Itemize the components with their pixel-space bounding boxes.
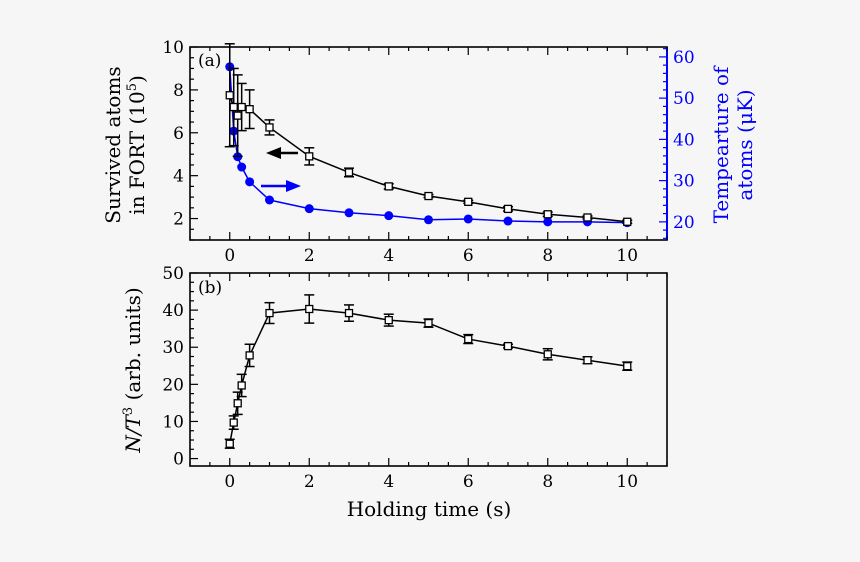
y-tick-label: 10 [162,38,184,58]
data-point [225,439,234,448]
series-line-0 [229,308,628,444]
y-tick-label: 20 [673,213,695,233]
data-point [464,334,473,344]
series-line-0 [229,95,628,223]
arrow-right-blue [261,180,301,192]
x-tick-label: 6 [463,246,474,266]
data-point [384,211,394,221]
data-point [237,102,246,112]
left-axis-title-a: Survived atoms in FORT (105) [101,66,149,223]
y-tick-label: 50 [162,264,184,284]
data-point [464,197,473,206]
x-tick-label: 4 [383,472,394,492]
x-tick-label: 8 [542,246,553,266]
y-tick-label: 30 [673,172,695,192]
y-tick-label: 20 [162,375,184,395]
data-point [304,204,314,214]
data-point [265,123,274,132]
data-point [245,105,254,114]
plot-frame-b [189,272,668,467]
right-axis-title-a-line1: Tempearture of [709,65,733,223]
data-point [245,351,254,360]
data-point [583,356,592,365]
data-point [543,217,553,227]
panel-b-plot: 0 2 4 6 8 10 0 10 20 30 40 50 [162,264,668,492]
right-axis-title-a: Tempearture of atoms (μK) [709,65,757,223]
y-tick-label: 2 [173,210,184,230]
y-tick-label: 40 [673,130,695,150]
left-axis-title-b: N/T3 (arb. units) [121,287,145,453]
x-tick-label: 0 [224,472,235,492]
data-point [424,215,433,225]
data-point [384,182,393,191]
svg-text:N/T3 (arb. units): N/T3 (arb. units) [121,287,145,453]
x-tick-label: 2 [304,246,315,266]
data-point [305,304,314,314]
right-axis-title-a-line2: atoms (μK) [733,89,757,200]
data-point [265,308,274,318]
data-point [225,91,234,100]
data-point [623,217,632,226]
data-point [424,318,433,328]
panel-a-plot: 0 2 4 6 8 10 2 4 6 8 10 20 30 40 50 60 [162,38,694,266]
data-point [344,308,354,318]
data-point [233,111,242,120]
data-point [463,214,473,224]
data-point [344,168,354,177]
x-axis-title: Holding time (s) [347,497,512,521]
panel-b-label: (b) [198,278,222,298]
y-tick-label: 4 [173,167,184,187]
data-point [245,177,255,187]
y-tick-label: 40 [162,301,184,321]
plot-frame-a [189,46,668,241]
data-point [543,350,552,359]
y-tick-label: 30 [162,338,184,358]
y-tick-label: 10 [162,412,184,432]
left-axis-title-a-line1: Survived atoms [101,66,125,223]
data-point [503,341,513,351]
data-point [237,162,247,172]
panel-a-label: (a) [198,51,221,71]
x-tick-label: 10 [616,246,638,266]
y-tick-label: 0 [173,450,184,470]
data-point [305,152,314,161]
y-tick-label: 8 [173,81,184,101]
data-point [623,362,632,371]
data-point [583,213,592,222]
data-point [503,216,513,226]
x-tick-label: 8 [542,472,553,492]
x-tick-label: 4 [383,246,394,266]
left-axis-title-a-line2: in FORT (105) [125,75,149,215]
x-tick-label: 2 [304,472,315,492]
y-tick-label: 60 [673,48,695,68]
data-point [265,195,274,205]
data-point [543,210,552,219]
data-point [233,399,242,408]
x-tick-label: 10 [616,472,638,492]
data-point [229,418,238,427]
data-point [503,204,513,214]
y-tick-label: 50 [673,89,695,109]
arrow-left-black [266,147,298,159]
data-point [384,315,393,325]
x-tick-label: 6 [463,472,474,492]
x-tick-label: 0 [224,246,235,266]
y-tick-label: 6 [173,124,184,144]
data-point [229,102,238,112]
data-point [237,381,246,390]
data-point [424,191,433,201]
data-point [344,208,354,218]
